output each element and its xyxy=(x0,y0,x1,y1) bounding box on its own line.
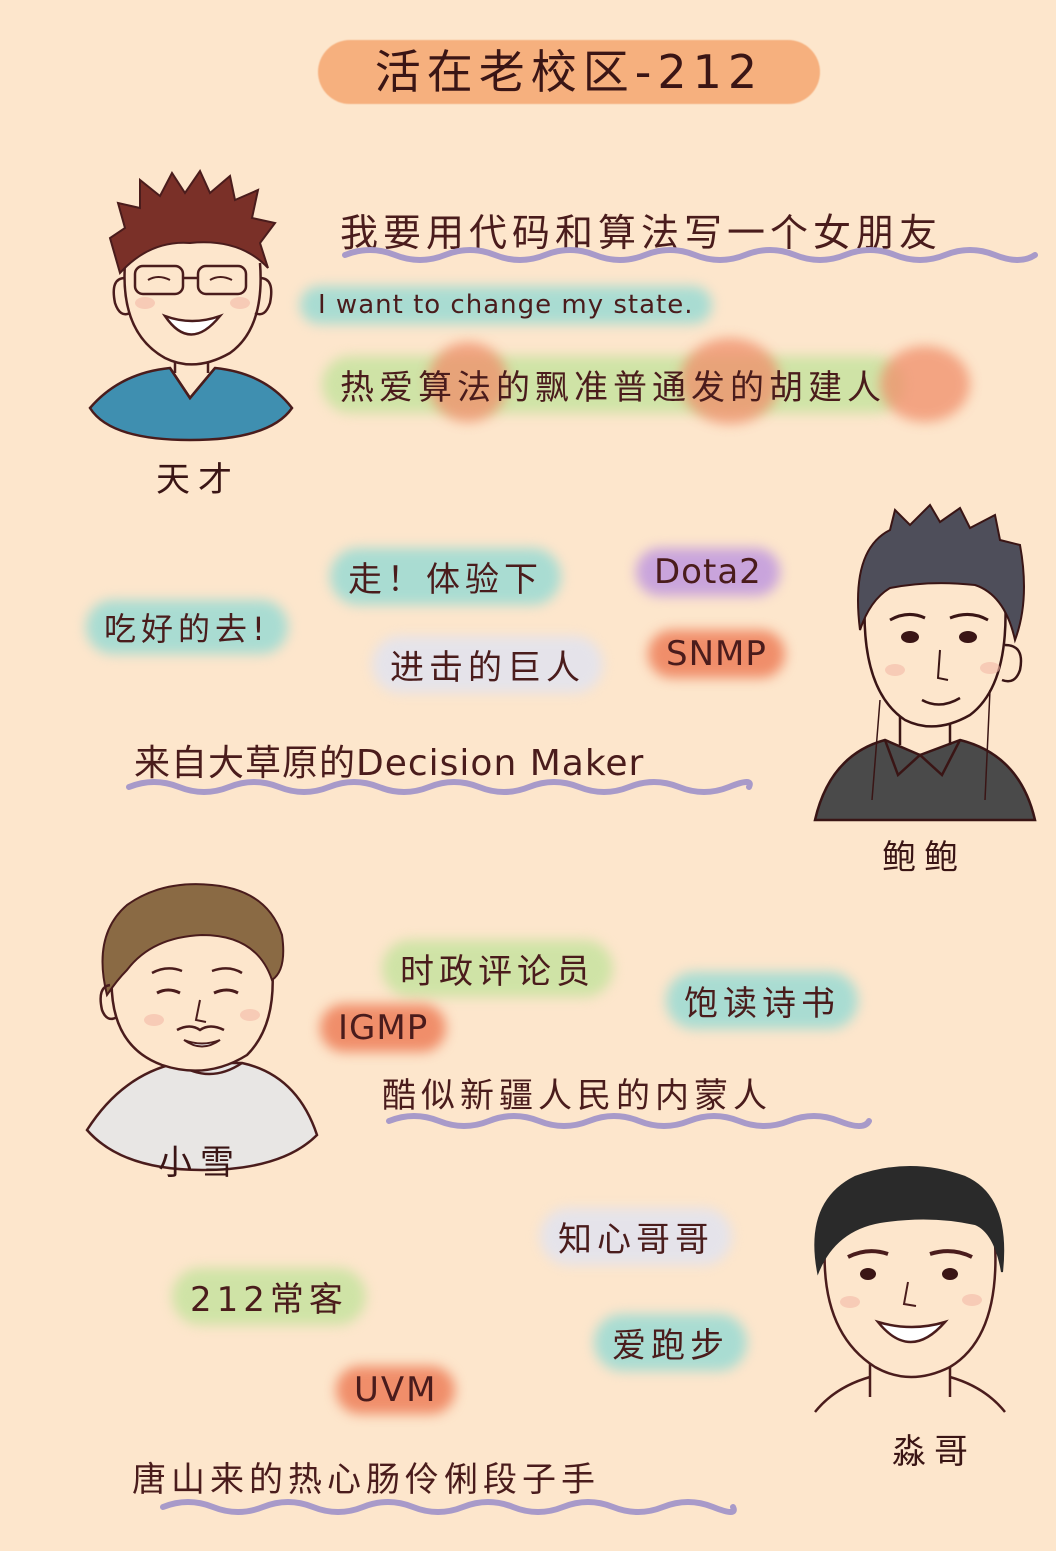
person-motto: I want to change my state. xyxy=(300,286,712,324)
person-tag: UVM xyxy=(336,1366,456,1414)
person-desc: 来自大草原的Decision Maker xyxy=(134,743,645,784)
person-tag: 进击的巨人 xyxy=(372,636,603,693)
avatar-tiancai xyxy=(88,168,294,442)
person-name: 淼哥 xyxy=(892,1432,976,1472)
avatar-baobao xyxy=(813,503,1037,822)
avatar-xiaoxue xyxy=(85,883,319,1172)
highlight xyxy=(540,1208,732,1265)
person-desc: 酷似新疆人民的内蒙人 xyxy=(382,1076,772,1116)
highlight xyxy=(330,548,561,605)
red-blot xyxy=(680,338,780,424)
underline-squiggle xyxy=(126,779,753,795)
person-tag: Dota2 xyxy=(636,548,780,596)
highlight xyxy=(372,636,603,693)
highlight xyxy=(322,356,904,413)
person-tag: 吃好的去! xyxy=(86,600,288,654)
page-title: 活在老校区-212 xyxy=(374,45,764,99)
person-tag: 知心哥哥 xyxy=(540,1208,732,1265)
avatar-miaoge xyxy=(814,1166,1006,1413)
underline-squiggle xyxy=(160,1499,737,1515)
person-name: 小雪 xyxy=(158,1143,242,1183)
person-tag: 走！体验下 xyxy=(330,548,561,605)
person-name: 鲍鲍 xyxy=(882,838,966,878)
person-tag: 时政评论员 xyxy=(382,940,613,997)
highlight xyxy=(666,972,858,1029)
person-tag: 饱读诗书 xyxy=(666,972,858,1029)
highlight xyxy=(594,1314,747,1371)
person-desc: 唐山来的热心肠伶俐段子手 xyxy=(132,1460,600,1500)
highlight xyxy=(336,1366,456,1414)
highlight xyxy=(648,630,785,678)
person-desc: 热爱算法的飘准普通发的胡建人 xyxy=(322,356,904,413)
highlight xyxy=(86,600,288,654)
person-tag: 212常客 xyxy=(172,1268,366,1325)
underline-squiggle xyxy=(342,247,1038,263)
person-tag: 爱跑步 xyxy=(594,1314,747,1371)
highlight xyxy=(172,1268,366,1325)
highlight xyxy=(636,548,780,596)
highlight xyxy=(300,286,712,324)
underline-squiggle xyxy=(386,1113,872,1129)
red-blot xyxy=(880,346,970,422)
person-quote: 我要用代码和算法写一个女朋友 xyxy=(340,211,943,255)
highlight xyxy=(382,940,613,997)
red-blot xyxy=(428,342,508,422)
person-name: 天才 xyxy=(156,460,240,500)
highlight xyxy=(320,1004,447,1052)
person-tag: IGMP xyxy=(320,1004,447,1052)
title-highlight xyxy=(318,40,820,104)
person-tag: SNMP xyxy=(648,630,785,678)
